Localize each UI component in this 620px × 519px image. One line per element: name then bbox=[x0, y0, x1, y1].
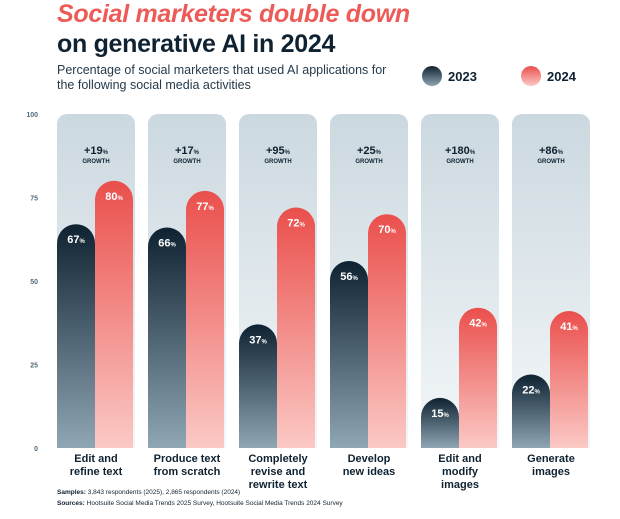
category-label-line: Completely bbox=[248, 453, 308, 465]
bar-value-unit: % bbox=[208, 206, 214, 212]
y-tick-label: 0 bbox=[34, 446, 38, 453]
legend-label-2023: 2023 bbox=[448, 68, 477, 84]
sources-label: Sources: bbox=[57, 500, 85, 507]
footer-samples: Samples: 3,843 respondents (2025), 2,865… bbox=[57, 489, 240, 496]
growth-label: GROWTH bbox=[264, 159, 291, 165]
category-label: Develop new ideas bbox=[343, 453, 396, 478]
chart-subtitle: Percentage of social marketers that used… bbox=[57, 63, 387, 92]
bar-2023 bbox=[330, 260, 368, 448]
growth-value: +86% bbox=[539, 145, 564, 157]
bar-value-unit: % bbox=[170, 243, 176, 249]
legend-label-2024: 2024 bbox=[547, 68, 576, 84]
category-label-line: rewrite text bbox=[249, 479, 308, 491]
y-tick-label: 25 bbox=[30, 363, 38, 370]
bar-2023 bbox=[57, 224, 95, 448]
bar-value-unit: % bbox=[299, 223, 305, 229]
growth-value: +25% bbox=[357, 145, 382, 157]
growth-unit: % bbox=[285, 150, 291, 156]
category-label-line: Produce text bbox=[154, 453, 221, 465]
bar-value-unit: % bbox=[534, 390, 540, 396]
category-label: Edit and refine text bbox=[70, 453, 123, 478]
bar-2024 bbox=[277, 207, 315, 448]
samples-text: 3,843 respondents (2025), 2,865 responde… bbox=[87, 489, 241, 496]
growth-unit: % bbox=[194, 150, 200, 156]
growth-label: GROWTH bbox=[173, 159, 200, 165]
category-label: Completely revise and rewrite text bbox=[248, 453, 308, 491]
bar-2024 bbox=[95, 180, 133, 449]
growth-value: +95% bbox=[266, 145, 291, 157]
bar-value-unit: % bbox=[352, 276, 358, 282]
bar-2023 bbox=[239, 324, 277, 448]
bar-2023 bbox=[421, 397, 459, 448]
legend-item-2024: 2024 bbox=[521, 66, 576, 86]
category-label: Produce text from scratch bbox=[154, 453, 221, 478]
chart-title-line2: on generative AI in 2024 bbox=[57, 30, 336, 58]
bar-value-unit: % bbox=[572, 326, 578, 332]
bar-2024 bbox=[186, 190, 224, 448]
growth-unit: % bbox=[376, 150, 382, 156]
bar-2023 bbox=[512, 374, 550, 448]
category-label: Edit and modify images bbox=[438, 453, 481, 491]
growth-label: GROWTH bbox=[537, 159, 564, 165]
growth-unit: % bbox=[558, 150, 564, 156]
bar-value-unit: % bbox=[79, 239, 85, 245]
y-tick-label: 50 bbox=[30, 279, 38, 286]
growth-value: +19% bbox=[84, 145, 109, 157]
y-tick-label: 75 bbox=[30, 196, 38, 203]
growth-label: GROWTH bbox=[355, 159, 382, 165]
category-label-line: Generate bbox=[527, 453, 575, 465]
legend-item-2023: 2023 bbox=[422, 66, 477, 86]
sources-text: Hootsuite Social Media Trends 2025 Surve… bbox=[86, 500, 343, 507]
bar-value-unit: % bbox=[261, 339, 267, 345]
bar-2023 bbox=[148, 227, 186, 448]
growth-label: GROWTH bbox=[446, 159, 473, 165]
growth-value: +17% bbox=[175, 145, 200, 157]
category-label-line: images bbox=[441, 479, 479, 491]
growth-unit: % bbox=[103, 150, 109, 156]
growth-value: +180% bbox=[445, 145, 476, 157]
bar-value-unit: % bbox=[443, 413, 449, 419]
category-label-line: images bbox=[532, 466, 570, 478]
chart-title-line1: Social marketers double down bbox=[57, 0, 410, 28]
category-label-line: Develop bbox=[348, 453, 391, 465]
bar-value-unit: % bbox=[390, 229, 396, 235]
category-label-line: revise and bbox=[251, 466, 305, 478]
growth-unit: % bbox=[470, 150, 476, 156]
legend-swatch-2023 bbox=[422, 66, 442, 86]
category-label-line: refine text bbox=[70, 466, 123, 478]
bar-value-unit: % bbox=[117, 196, 123, 202]
bar-value-unit: % bbox=[481, 323, 487, 329]
category-label-line: Edit and bbox=[438, 453, 481, 465]
bar-2024 bbox=[368, 214, 406, 448]
category-label-line: Edit and bbox=[74, 453, 117, 465]
bar-2024 bbox=[459, 307, 497, 448]
category-label-line: new ideas bbox=[343, 466, 396, 478]
category-label-line: from scratch bbox=[154, 466, 221, 478]
growth-label: GROWTH bbox=[82, 159, 109, 165]
samples-label: Samples: bbox=[57, 489, 86, 496]
legend-swatch-2024 bbox=[521, 66, 541, 86]
y-tick-label: 100 bbox=[26, 112, 38, 119]
bar-2024 bbox=[550, 311, 588, 448]
footer-sources: Sources: Hootsuite Social Media Trends 2… bbox=[57, 500, 343, 507]
category-label: Generate images bbox=[527, 453, 575, 478]
category-label-line: modify bbox=[442, 466, 479, 478]
